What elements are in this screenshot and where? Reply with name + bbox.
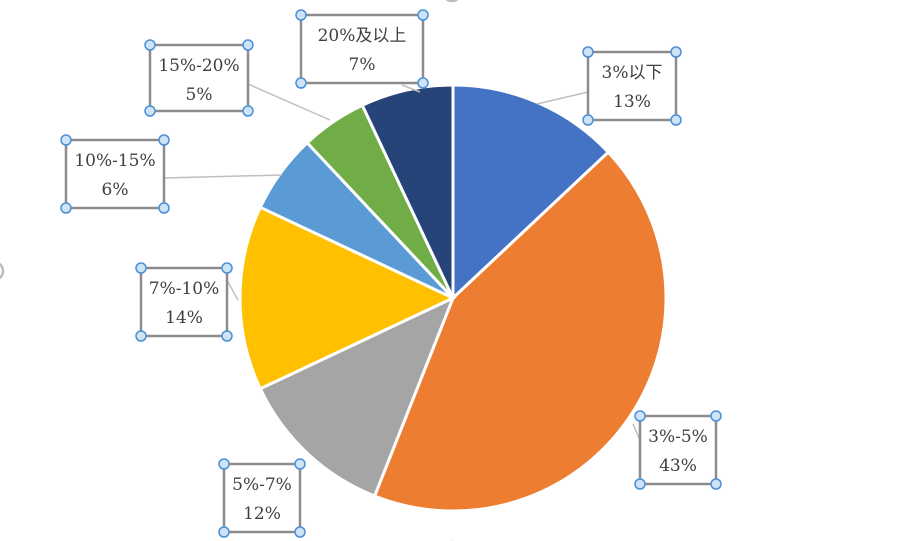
resize-handle[interactable]: [158, 202, 170, 214]
resize-handle[interactable]: [242, 39, 254, 51]
data-label[interactable]: 15%-20% 5%: [144, 39, 254, 117]
data-label-percent: 5%: [186, 85, 213, 105]
leader-line: [163, 174, 283, 179]
data-label[interactable]: 3%以下 13%: [582, 46, 682, 126]
data-label-box[interactable]: [148, 43, 250, 113]
data-label-percent: 13%: [613, 92, 651, 112]
data-label-category: 10%-15%: [74, 151, 155, 171]
resize-handle[interactable]: [582, 114, 594, 126]
resize-handle[interactable]: [294, 526, 306, 538]
resize-handle[interactable]: [417, 9, 429, 21]
data-label[interactable]: 10%-15% 6%: [60, 134, 170, 214]
resize-handle[interactable]: [144, 39, 156, 51]
pie-slice-7[interactable]: [360, 83, 455, 299]
data-label-percent: 12%: [243, 504, 281, 524]
resize-handle[interactable]: [218, 458, 230, 470]
resize-handle[interactable]: [60, 202, 72, 214]
resize-handle[interactable]: [295, 9, 307, 21]
resize-handle[interactable]: [242, 105, 254, 117]
resize-handle[interactable]: [294, 458, 306, 470]
leader-line: [536, 91, 589, 105]
chart-area-handle-left[interactable]: [0, 262, 5, 280]
data-label-category: 3%以下: [602, 63, 663, 83]
resize-handle[interactable]: [221, 262, 233, 274]
leader-line: [247, 83, 331, 121]
data-label-category: 5%-7%: [232, 475, 292, 495]
resize-handle[interactable]: [634, 478, 646, 490]
data-label[interactable]: 3%-5% 43%: [634, 410, 722, 490]
resize-handle[interactable]: [221, 330, 233, 342]
pie-slice-2[interactable]: [372, 150, 668, 513]
data-label-category: 15%-20%: [158, 56, 239, 76]
data-label-percent: 6%: [102, 180, 129, 200]
data-label[interactable]: 7%-10% 14%: [135, 262, 233, 342]
data-label[interactable]: 5%-7% 12%: [218, 458, 306, 538]
leader-line: [226, 279, 239, 301]
resize-handle[interactable]: [670, 46, 682, 58]
resize-handle[interactable]: [60, 134, 72, 146]
data-label-box[interactable]: [222, 462, 302, 534]
data-label-percent: 43%: [659, 456, 697, 476]
data-label-category: 3%-5%: [648, 427, 708, 447]
resize-handle[interactable]: [295, 77, 307, 89]
resize-handle[interactable]: [135, 330, 147, 342]
data-label-percent: 14%: [165, 308, 203, 328]
data-label-box[interactable]: [586, 50, 678, 122]
pie-slices: [238, 83, 668, 513]
data-label-percent: 7%: [349, 55, 376, 75]
resize-handle[interactable]: [158, 134, 170, 146]
data-label-box[interactable]: [139, 266, 229, 338]
resize-handle[interactable]: [710, 410, 722, 422]
resize-handle[interactable]: [710, 478, 722, 490]
data-label-category: 7%-10%: [149, 279, 220, 299]
data-label-category: 20%及以上: [318, 26, 407, 46]
chart-area-handle-top[interactable]: [443, 0, 461, 3]
resize-handle[interactable]: [417, 77, 429, 89]
data-label-box[interactable]: [64, 138, 166, 210]
data-labels: 3%以下 13% 3%-5% 43% 5%-7% 12% 7%-10% 14% 10%-15% 6…: [60, 9, 722, 538]
resize-handle[interactable]: [670, 114, 682, 126]
resize-handle[interactable]: [634, 410, 646, 422]
resize-handle[interactable]: [144, 105, 156, 117]
pie-slice-4[interactable]: [238, 205, 457, 391]
pie-slice-3[interactable]: [258, 295, 456, 498]
data-label-box[interactable]: [638, 414, 718, 486]
resize-handle[interactable]: [218, 526, 230, 538]
resize-handle[interactable]: [135, 262, 147, 274]
data-label[interactable]: 20%及以上 7%: [295, 9, 429, 89]
leader-line: [401, 84, 421, 93]
resize-handle[interactable]: [582, 46, 594, 58]
data-label-box[interactable]: [299, 13, 425, 85]
pie-slice-1[interactable]: [451, 83, 611, 302]
